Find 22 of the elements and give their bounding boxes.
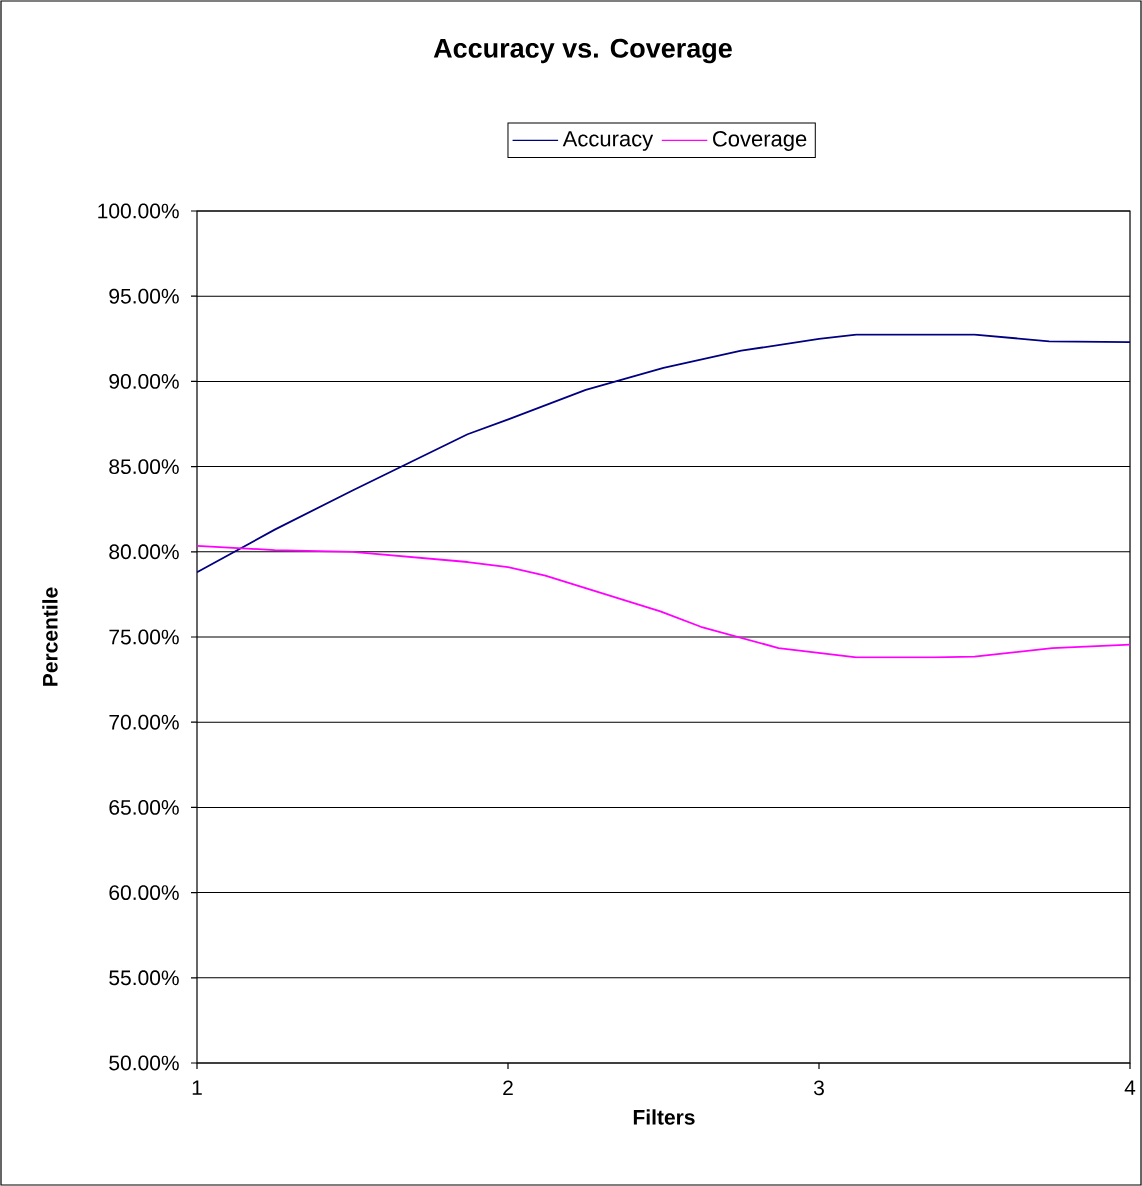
y-tick-label: 55.00% [109,970,179,986]
x-tick-label: 2 [503,1080,513,1096]
y-tick-label: 85.00% [109,459,179,475]
x-axis-title: Filters [633,1109,695,1125]
chart-title: Accuracy vs. Coverage [433,38,732,64]
y-tick-label: 75.00% [109,629,179,645]
y-tick-label: 70.00% [109,714,179,730]
x-tick-label: 4 [1124,1080,1136,1095]
y-tick-label: 65.00% [109,799,179,815]
y-tick-label: 60.00% [109,885,179,901]
x-tick-label: 1 [192,1080,202,1095]
line-series [197,333,1130,574]
legend-label: Coverage [713,131,807,151]
y-tick-label: 100.00% [98,203,179,219]
y-tick-label: 90.00% [109,373,179,389]
y-tick-label: 50.00% [109,1055,179,1071]
y-tick-label: 95.00% [109,288,179,304]
line-series [197,544,1130,659]
y-axis-title: Percentile [42,587,58,686]
legend-label: Accuracy [562,131,654,151]
y-tick-label: 80.00% [109,544,179,560]
x-tick-label: 3 [813,1080,824,1096]
